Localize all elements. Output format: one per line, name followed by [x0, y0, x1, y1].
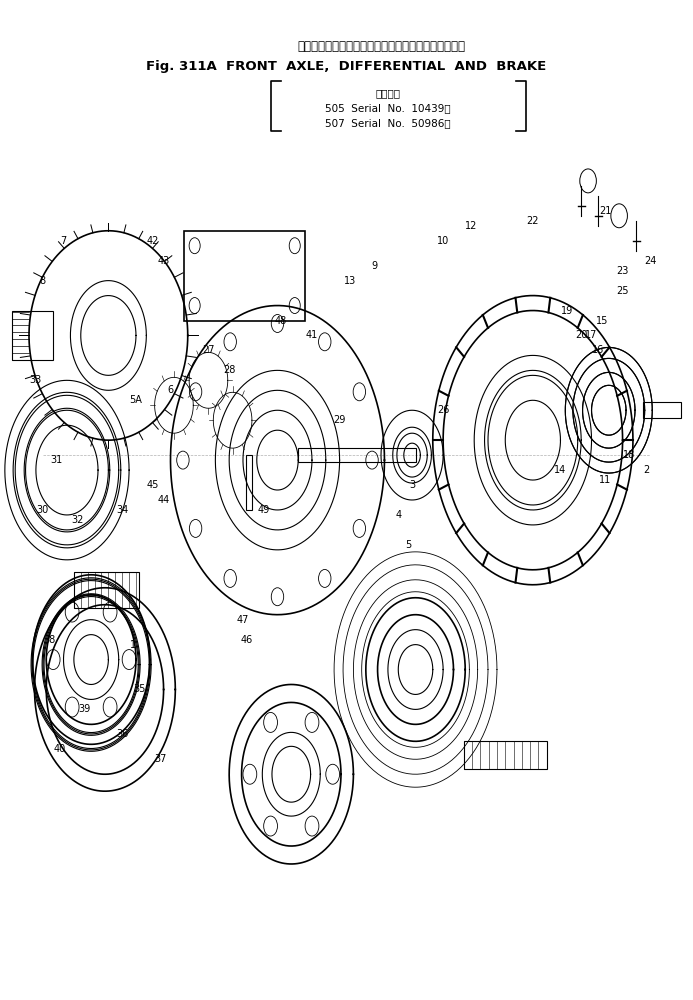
Text: 9: 9	[371, 261, 377, 271]
Text: 505  Serial  No.  10439～: 505 Serial No. 10439～	[325, 103, 450, 113]
Text: 44: 44	[157, 495, 170, 505]
Text: 17: 17	[586, 330, 598, 340]
Text: 11: 11	[599, 475, 611, 485]
Text: 16: 16	[593, 345, 604, 355]
Text: 48: 48	[275, 316, 287, 326]
Text: 47: 47	[237, 615, 249, 625]
Text: 23: 23	[616, 266, 629, 276]
Text: 30: 30	[37, 505, 49, 515]
Text: 13: 13	[344, 276, 356, 286]
Text: Fig. 311A  FRONT  AXLE,  DIFFERENTIAL  AND  BRAKE: Fig. 311A FRONT AXLE, DIFFERENTIAL AND B…	[146, 60, 547, 73]
Text: 37: 37	[154, 754, 166, 764]
Text: 適用号機: 適用号機	[376, 88, 401, 98]
Text: 39: 39	[78, 704, 90, 714]
Text: 15: 15	[596, 316, 608, 326]
Text: 34: 34	[116, 505, 128, 515]
Text: 4: 4	[395, 510, 401, 520]
Text: 36: 36	[116, 729, 128, 739]
Bar	[74, 572, 139, 608]
Text: 42: 42	[147, 236, 159, 246]
Text: 33: 33	[30, 375, 42, 385]
Text: 20: 20	[575, 330, 588, 340]
Text: 24: 24	[644, 256, 656, 266]
Text: 38: 38	[44, 635, 56, 645]
Text: 19: 19	[561, 306, 574, 316]
Text: 25: 25	[616, 286, 629, 296]
Text: 10: 10	[437, 236, 449, 246]
Text: フロントアクスル、デファレンシャルおよびブレーキ: フロントアクスル、デファレンシャルおよびブレーキ	[297, 40, 465, 53]
Text: 27: 27	[202, 345, 215, 355]
Text: 31: 31	[51, 455, 63, 465]
Text: 7: 7	[60, 236, 67, 246]
Text: 3: 3	[409, 480, 415, 490]
Text: 1: 1	[130, 640, 136, 650]
Text: 26: 26	[437, 405, 449, 415]
Text: 507  Serial  No.  50986～: 507 Serial No. 50986～	[325, 118, 450, 128]
Text: 45: 45	[147, 480, 159, 490]
Bar	[12, 311, 53, 360]
Text: 6: 6	[168, 385, 173, 395]
Text: 46: 46	[240, 635, 252, 645]
Text: 40: 40	[54, 744, 67, 754]
Text: 2: 2	[644, 465, 650, 475]
Text: 12: 12	[464, 221, 477, 231]
Text: 21: 21	[599, 206, 611, 216]
Text: 35: 35	[133, 684, 146, 694]
Bar	[184, 231, 305, 320]
Text: 5A: 5A	[130, 395, 143, 405]
Text: 22: 22	[527, 216, 539, 226]
Text: 8: 8	[40, 276, 46, 286]
Bar	[247, 455, 252, 510]
Text: 5: 5	[405, 540, 412, 550]
Bar	[298, 448, 416, 462]
Text: 49: 49	[258, 505, 270, 515]
Text: 29: 29	[333, 415, 346, 425]
Bar	[464, 741, 547, 769]
Text: 32: 32	[71, 515, 83, 525]
Text: 28: 28	[223, 365, 236, 375]
Text: 41: 41	[306, 330, 318, 340]
Text: 14: 14	[554, 465, 567, 475]
Text: 18: 18	[624, 450, 635, 460]
Text: 43: 43	[157, 256, 170, 266]
Bar	[643, 402, 681, 418]
